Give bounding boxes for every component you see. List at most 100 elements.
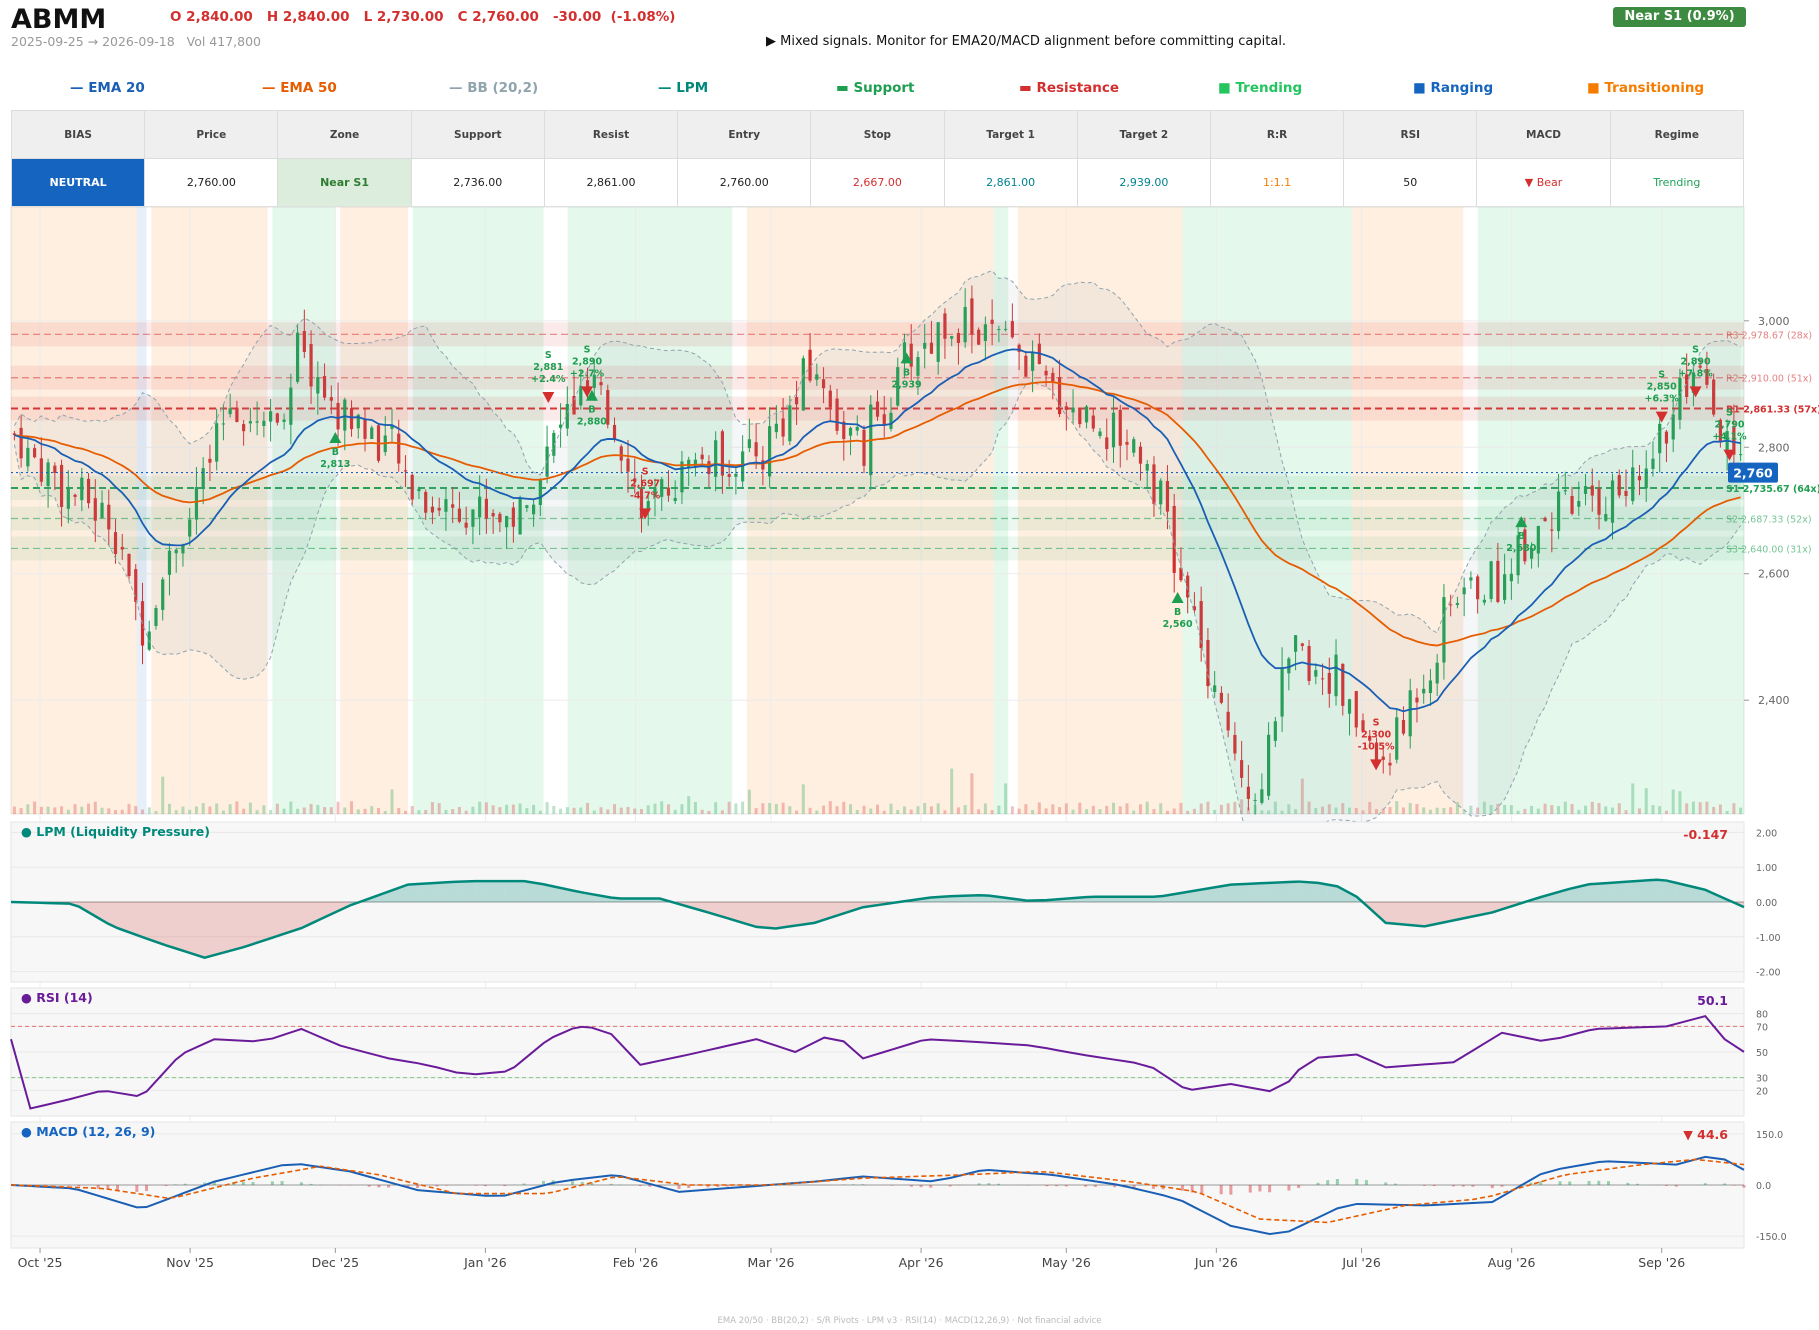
candle-body bbox=[444, 499, 448, 512]
volume-bar bbox=[444, 809, 448, 814]
candle-body bbox=[1381, 756, 1385, 760]
volume-bar bbox=[1044, 808, 1048, 814]
volume-bar bbox=[336, 801, 340, 814]
volume-bar bbox=[613, 804, 617, 814]
x-tick-label: Nov '25 bbox=[166, 1255, 214, 1270]
table-header-cell: Resist bbox=[543, 110, 679, 159]
candle-body bbox=[1449, 604, 1453, 606]
candle-body bbox=[599, 382, 603, 386]
indicator-tick-label: 1.00 bbox=[1756, 863, 1777, 874]
candle-body bbox=[471, 509, 475, 527]
candle-body bbox=[53, 465, 57, 474]
volume-bar bbox=[849, 804, 853, 814]
candle-body bbox=[1563, 490, 1567, 492]
volume-bar bbox=[1294, 809, 1298, 814]
volume-bar bbox=[1152, 809, 1156, 814]
date-range: 2025-09-25 → 2026-09-18 Vol 417,800 bbox=[11, 34, 261, 49]
macd-histogram-bar bbox=[706, 1185, 710, 1188]
table-value-cell: 2,760.00 bbox=[144, 158, 279, 207]
candle-body bbox=[1442, 597, 1446, 663]
macd-histogram-bar bbox=[580, 1181, 584, 1185]
lpm-area bbox=[1095, 896, 1115, 902]
candle-body bbox=[1091, 415, 1095, 429]
volume-bar bbox=[147, 807, 151, 814]
candle-body bbox=[397, 433, 401, 464]
volume-bar bbox=[430, 802, 434, 814]
candle-body bbox=[1179, 567, 1183, 581]
candle-body bbox=[1590, 485, 1594, 496]
x-tick-label: Mar '26 bbox=[748, 1255, 795, 1270]
candle-body bbox=[478, 496, 482, 518]
volume-bar bbox=[828, 801, 832, 814]
macd-histogram-bar bbox=[1132, 1185, 1136, 1189]
macd-histogram-bar bbox=[997, 1183, 1001, 1185]
candle-body bbox=[828, 390, 832, 408]
volume-bar bbox=[1422, 807, 1426, 814]
candle-body bbox=[626, 458, 630, 472]
volume-bar bbox=[350, 801, 354, 814]
volume-bar bbox=[801, 784, 805, 814]
level-label: R2 2,910.00 (51x) bbox=[1726, 374, 1812, 385]
candle-body bbox=[457, 508, 462, 522]
candle-body bbox=[1476, 576, 1480, 600]
lpm-area bbox=[775, 902, 786, 929]
volume-bar bbox=[970, 773, 974, 814]
lpm-area bbox=[1463, 902, 1473, 919]
candle-body bbox=[619, 446, 623, 461]
candle-body bbox=[80, 477, 84, 501]
indicator-title: ● MACD (12, 26, 9) bbox=[21, 1124, 155, 1139]
candle-body bbox=[1334, 654, 1338, 697]
volume-bar bbox=[1354, 807, 1358, 814]
volume-bar bbox=[1213, 809, 1217, 814]
candle-body bbox=[990, 319, 994, 324]
candle-body bbox=[1388, 762, 1392, 766]
indicator-tick-label: 70 bbox=[1756, 1022, 1768, 1033]
volume-bar bbox=[936, 803, 940, 814]
volume-bar bbox=[1469, 805, 1473, 814]
candle-body bbox=[1637, 475, 1642, 481]
macd-histogram-bar bbox=[251, 1182, 255, 1185]
volume-bar bbox=[1098, 809, 1102, 814]
candle-body bbox=[1273, 721, 1277, 741]
volume-bar bbox=[1051, 804, 1055, 814]
macd-histogram-bar bbox=[609, 1183, 613, 1185]
candle-body bbox=[1293, 635, 1298, 652]
candle-body bbox=[565, 404, 569, 429]
candle-body bbox=[100, 502, 104, 519]
candle-body bbox=[875, 401, 880, 417]
volume-bar bbox=[498, 807, 502, 814]
volume-bar bbox=[471, 806, 475, 814]
volume-bar bbox=[363, 808, 367, 814]
candle-body bbox=[639, 488, 644, 519]
volume-bar bbox=[680, 804, 684, 814]
candle-body bbox=[734, 473, 738, 477]
x-tick-label: Aug '26 bbox=[1488, 1255, 1536, 1270]
table-value-row: NEUTRAL 2,760.00 Near S1 2,736.00 2,861.00 2,… bbox=[10, 158, 1745, 207]
candle-body bbox=[1024, 355, 1028, 377]
volume-bar bbox=[397, 808, 401, 814]
volume-bar bbox=[896, 809, 900, 814]
candle-body bbox=[653, 487, 657, 497]
candle-body bbox=[1671, 414, 1675, 440]
volume-bar bbox=[1570, 804, 1574, 814]
candle-body bbox=[174, 549, 178, 554]
lpm-area bbox=[950, 895, 960, 902]
volume-bar bbox=[424, 809, 428, 814]
x-tick-label: Feb '26 bbox=[613, 1255, 658, 1270]
candle-body bbox=[255, 421, 259, 423]
candles bbox=[12, 285, 1743, 815]
level-zone bbox=[11, 506, 1744, 531]
lpm-area bbox=[233, 902, 244, 950]
legend-ema50: — EMA 50 bbox=[262, 80, 337, 96]
macd-histogram-bar bbox=[1703, 1183, 1707, 1185]
signal-label: B 2,560 bbox=[1163, 607, 1193, 630]
candle-body bbox=[585, 380, 590, 393]
candle-body bbox=[747, 439, 751, 449]
candle-body bbox=[855, 426, 859, 431]
volume-bar bbox=[687, 796, 691, 814]
table-value-cell: 1:1.1 bbox=[1209, 158, 1345, 207]
candle-body bbox=[12, 433, 16, 436]
candle-body bbox=[1226, 711, 1230, 731]
volume-bar bbox=[741, 801, 745, 814]
lpm-area bbox=[243, 902, 254, 948]
